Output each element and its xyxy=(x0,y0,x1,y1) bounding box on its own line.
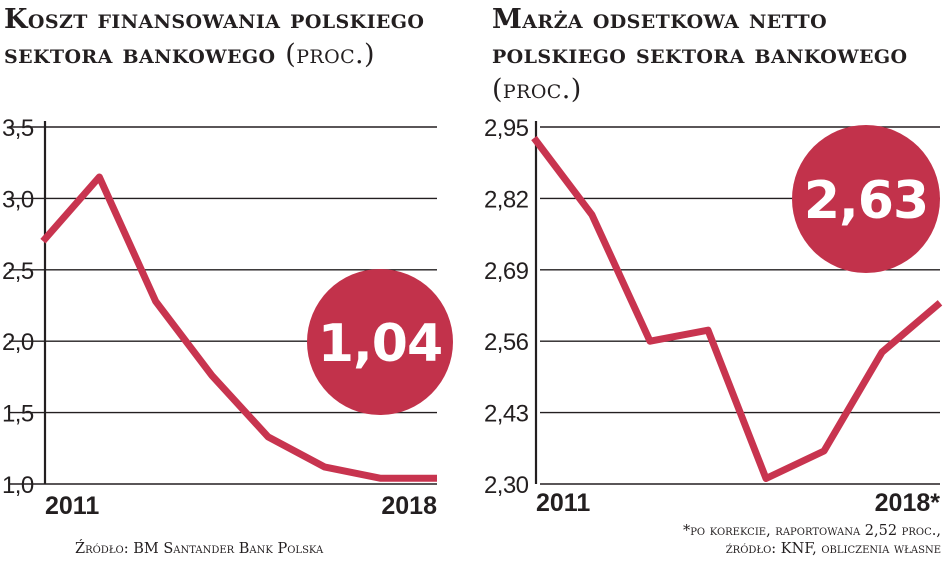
value-badge-label: 1,04 xyxy=(318,314,442,374)
value-badge xyxy=(792,125,940,273)
y-tick-label: 2,82 xyxy=(484,186,529,213)
y-tick-label: 2,30 xyxy=(484,472,529,499)
left-source-note: Źródło: BM Santander Bank Polska xyxy=(75,541,324,557)
right-source-note: źródło: KNF, obliczenia własne xyxy=(725,541,941,557)
left-chart-title: Koszt finansowania polskiego sektora ban… xyxy=(4,2,444,72)
value-badge-label: 2,63 xyxy=(804,171,928,231)
x-tick-label: 2018* xyxy=(875,489,941,517)
value-badge xyxy=(307,269,453,415)
right-title-text: Marża odsetkowa netto polskiego sektora … xyxy=(492,4,908,70)
right-correction-note: *po korekcie, raportowana 2,52 proc., xyxy=(682,523,941,539)
x-tick-label: 2018 xyxy=(381,492,437,520)
y-tick-label: 2,56 xyxy=(484,329,529,356)
left-title-unit: (proc.) xyxy=(285,39,375,70)
y-tick-label: 2,69 xyxy=(484,258,529,285)
left-title-text: Koszt finansowania polskiego sektora ban… xyxy=(4,4,425,70)
right-line-chart: 2,95 2,82 2,69 2,56 2,43 2,30 2011 2018* 2,63 xyxy=(484,115,943,517)
right-title-unit: (proc.) xyxy=(492,74,582,105)
y-tick-label: 2,0 xyxy=(2,329,34,356)
y-tick-label: 2,43 xyxy=(484,401,529,428)
y-tick-label: 1,0 xyxy=(2,472,34,499)
y-tick-label: 2,5 xyxy=(2,258,34,285)
series-line xyxy=(40,173,437,482)
series-line xyxy=(531,135,943,482)
y-tick-label: 3,0 xyxy=(2,186,34,213)
right-chart-title: Marża odsetkowa netto polskiego sektora … xyxy=(492,2,948,107)
y-tick-label: 2,95 xyxy=(484,115,529,142)
y-tick-label: 1,5 xyxy=(2,401,34,428)
x-tick-label: 2011 xyxy=(536,489,590,517)
x-tick-label: 2011 xyxy=(45,492,99,520)
y-tick-label: 3,5 xyxy=(2,115,34,142)
left-line-chart: 3,5 3,0 2,5 2,0 1,5 1,0 2011 2018 1,04 xyxy=(2,115,453,520)
